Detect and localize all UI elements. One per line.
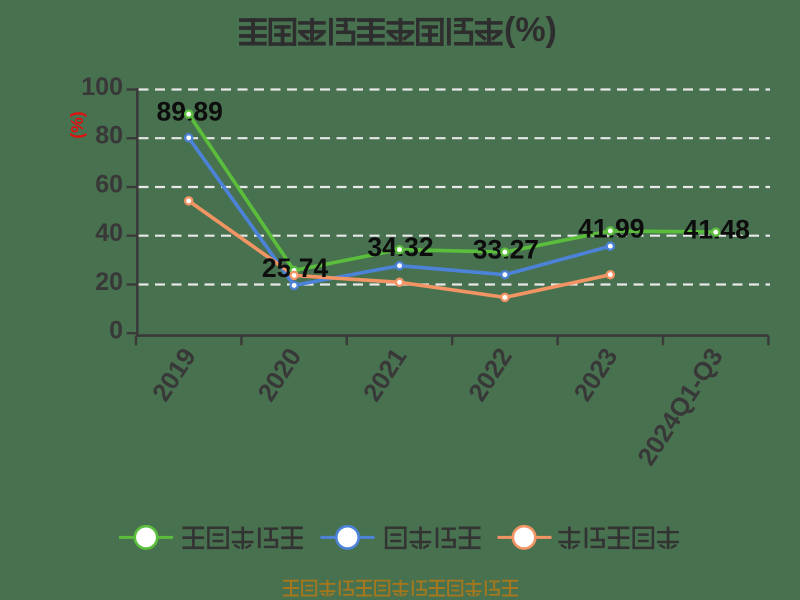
svg-text:20: 20 — [95, 268, 123, 296]
svg-text:80: 80 — [95, 122, 123, 150]
svg-text:100: 100 — [81, 73, 123, 101]
svg-text:60: 60 — [95, 171, 123, 199]
svg-text:(%): (%) — [67, 111, 87, 138]
svg-text:0: 0 — [109, 317, 123, 345]
svg-text:40: 40 — [95, 219, 123, 247]
svg-text:(%): (%) — [504, 11, 557, 49]
